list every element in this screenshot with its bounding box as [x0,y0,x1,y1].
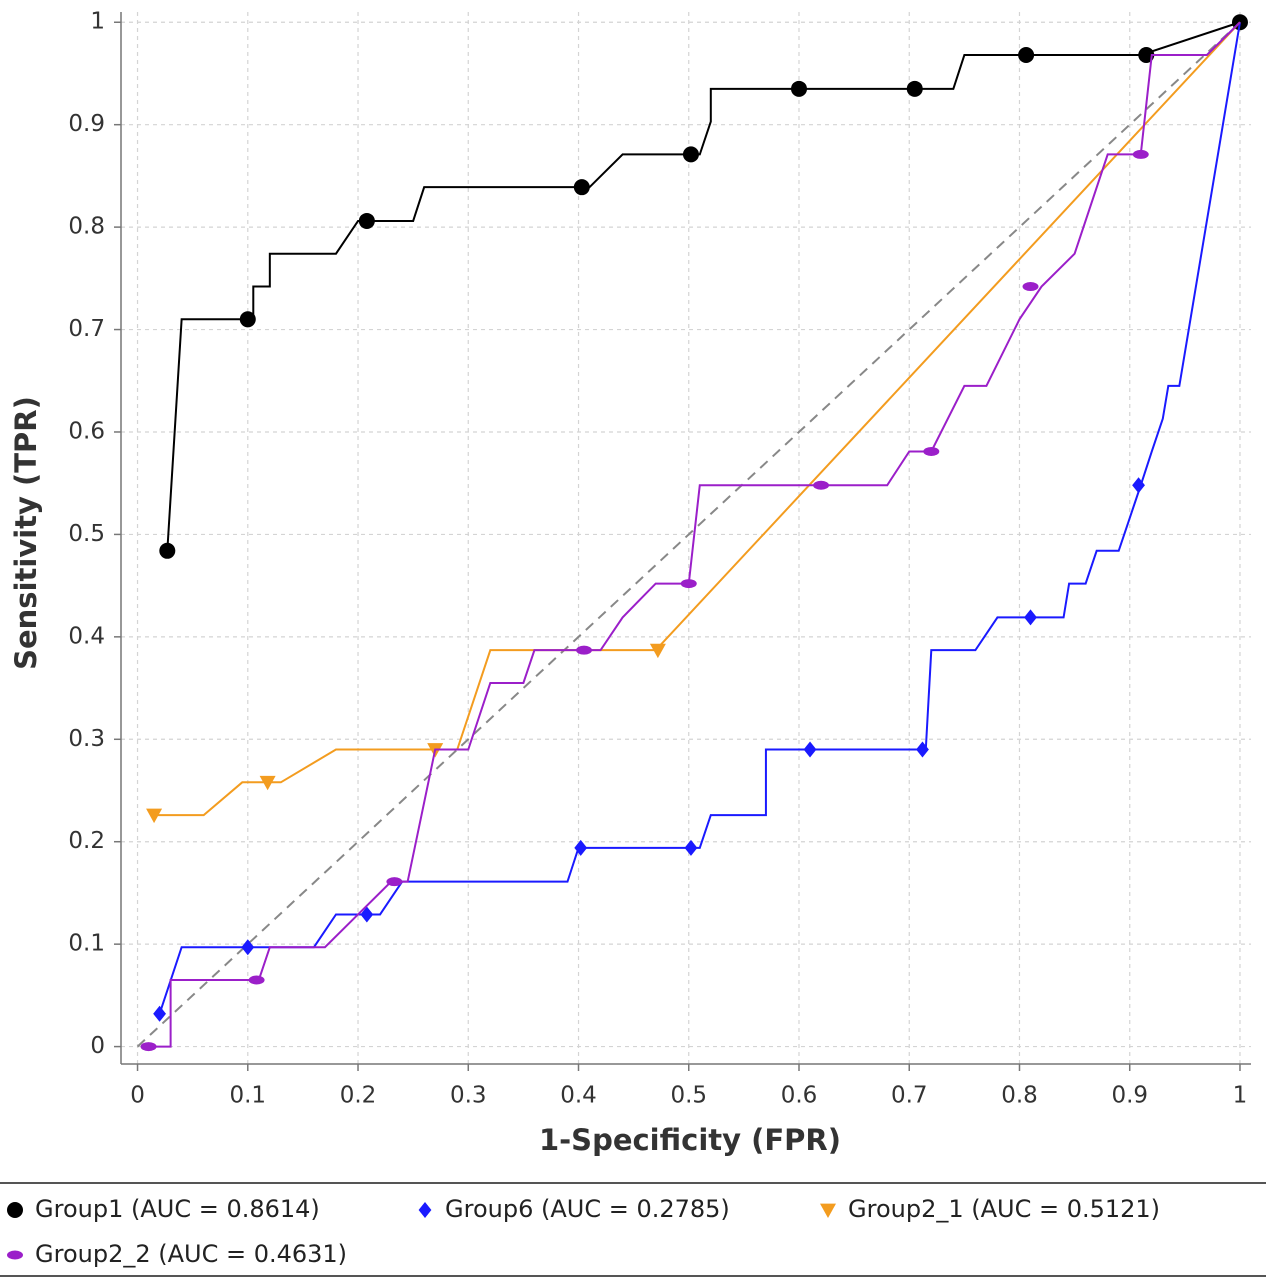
x-tick-label: 1 [1233,1083,1248,1109]
marker [923,446,940,456]
marker [573,179,590,196]
marker [1132,149,1149,159]
marker [241,939,255,956]
marker [684,839,698,856]
x-axis-title: 1-Specificity (FPR) [539,1123,841,1157]
x-tick-label: 0.1 [229,1083,266,1109]
y-tick-label: 0.9 [68,111,105,137]
reference-diagonal [136,21,1241,1048]
y-tick-label: 1 [90,9,105,35]
marker [916,741,929,758]
marker [803,741,817,758]
marker [682,146,699,163]
marker [791,80,807,97]
legend-label: Group6 (AUC = 0.2785) [445,1195,730,1223]
marker [248,975,265,985]
marker [1024,609,1037,626]
marker [813,480,830,490]
x-tick-label: 0.8 [1001,1083,1038,1109]
roc-line [148,21,1241,1048]
marker [649,643,666,659]
marker [418,1202,432,1218]
x-tick-label: 0 [130,1083,145,1109]
y-tick-label: 0.5 [68,521,105,547]
y-tick-label: 0.2 [68,828,105,854]
marker [574,839,588,856]
marker [906,80,923,97]
marker [820,1203,836,1218]
x-tick-label: 0.4 [560,1083,597,1109]
y-tick-label: 0.3 [68,726,105,752]
marker [358,212,375,229]
marker [360,906,374,923]
roc-line [154,21,1241,817]
x-tick-label: 0.5 [670,1083,707,1109]
legend-item: Group2_1 (AUC = 0.5121) [820,1195,1160,1223]
y-tick-label: 0.7 [68,316,105,342]
marker [140,1042,157,1052]
x-tick-label: 0.9 [1111,1083,1148,1109]
marker [153,1005,166,1022]
legend-item: Group2_2 (AUC = 0.4631) [7,1240,347,1268]
x-tick-label: 0.3 [450,1083,487,1109]
marker [576,645,593,655]
x-tick-label: 0.7 [891,1083,928,1109]
marker [1022,282,1039,292]
y-tick-label: 0 [90,1033,105,1059]
y-tick-label: 0.8 [68,214,105,240]
marker [1138,47,1155,64]
roc-line [166,21,1241,551]
legend-item: Group6 (AUC = 0.2785) [418,1195,730,1223]
marker [7,1202,23,1218]
roc-line [158,22,1241,1015]
marker [259,775,276,791]
x-tick-label: 0.6 [781,1083,818,1109]
legend-item: Group1 (AUC = 0.8614) [7,1195,320,1223]
legend-label: Group2_2 (AUC = 0.4631) [35,1240,347,1268]
marker [386,877,403,887]
marker [680,579,697,589]
marker [1018,47,1035,64]
y-axis-title: Sensitivity (TPR) [9,396,43,670]
marker [239,311,256,328]
marker [159,542,176,559]
x-tick-label: 0.2 [340,1083,377,1109]
y-tick-label: 0.4 [68,623,105,649]
y-tick-label: 0.6 [68,418,105,444]
marker [7,1250,23,1260]
marker [146,808,163,824]
marker [1132,477,1145,494]
legend-label: Group1 (AUC = 0.8614) [35,1195,320,1223]
legend-label: Group2_1 (AUC = 0.5121) [848,1195,1160,1223]
y-tick-label: 0.1 [68,931,105,957]
